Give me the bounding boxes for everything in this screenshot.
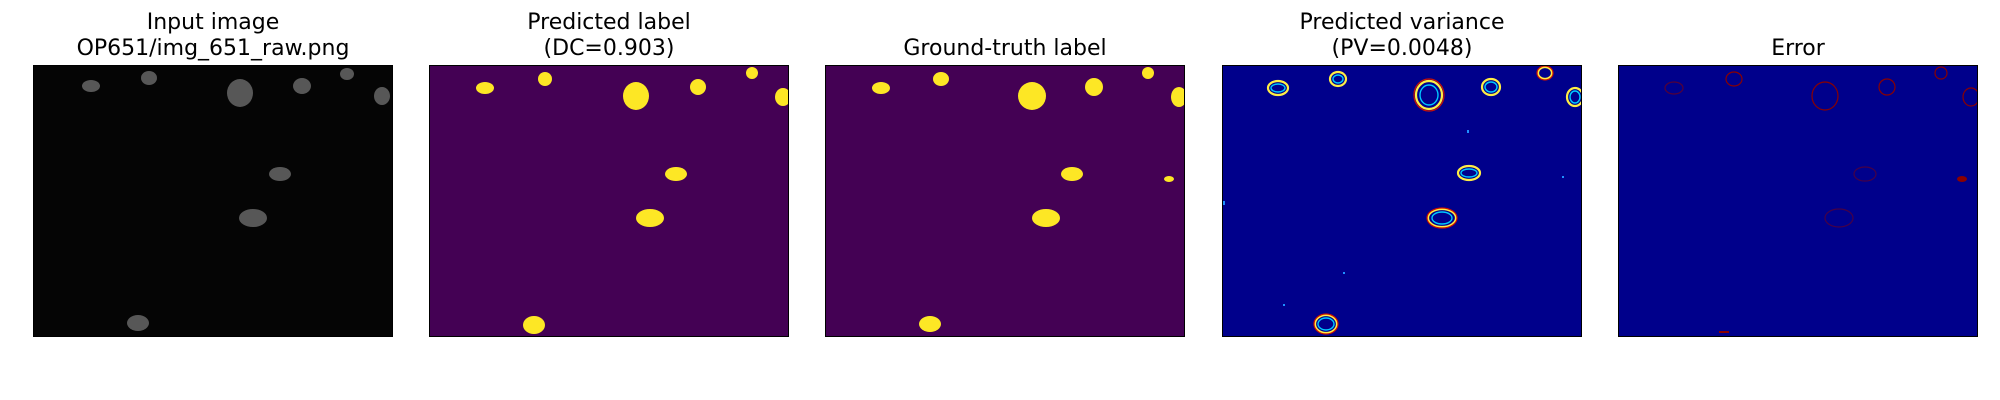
panel-title: Input image OP651/img_651_raw.png xyxy=(33,10,393,62)
predicted-variance-image xyxy=(1222,65,1582,337)
panel-title: Error xyxy=(1618,10,1978,62)
title-line-2: (PV=0.0048) xyxy=(1331,36,1473,61)
panel-predicted-label: Predicted label (DC=0.903) xyxy=(429,0,789,400)
ground-truth-label-image xyxy=(825,65,1185,337)
title-line-1: Predicted variance xyxy=(1299,10,1505,35)
title-line-1: Input image xyxy=(146,10,280,35)
panel-title: Ground-truth label xyxy=(825,10,1185,62)
panel-ground-truth-label: Ground-truth label xyxy=(825,0,1185,400)
panel-predicted-variance: Predicted variance (PV=0.0048) xyxy=(1222,0,1582,400)
title-line-1: Error xyxy=(1771,36,1825,61)
title-line-2: OP651/img_651_raw.png xyxy=(76,36,350,61)
title-line-1: Ground-truth label xyxy=(903,36,1107,61)
panel-title: Predicted variance (PV=0.0048) xyxy=(1222,10,1582,62)
input-image xyxy=(33,65,393,337)
panel-error: Error xyxy=(1618,0,1978,400)
title-line-2: (DC=0.903) xyxy=(543,36,675,61)
error-image xyxy=(1618,65,1978,337)
panel-input-image: Input image OP651/img_651_raw.png xyxy=(33,0,393,400)
panel-title: Predicted label (DC=0.903) xyxy=(429,10,789,62)
predicted-label-image xyxy=(429,65,789,337)
title-line-1: Predicted label xyxy=(527,10,691,35)
